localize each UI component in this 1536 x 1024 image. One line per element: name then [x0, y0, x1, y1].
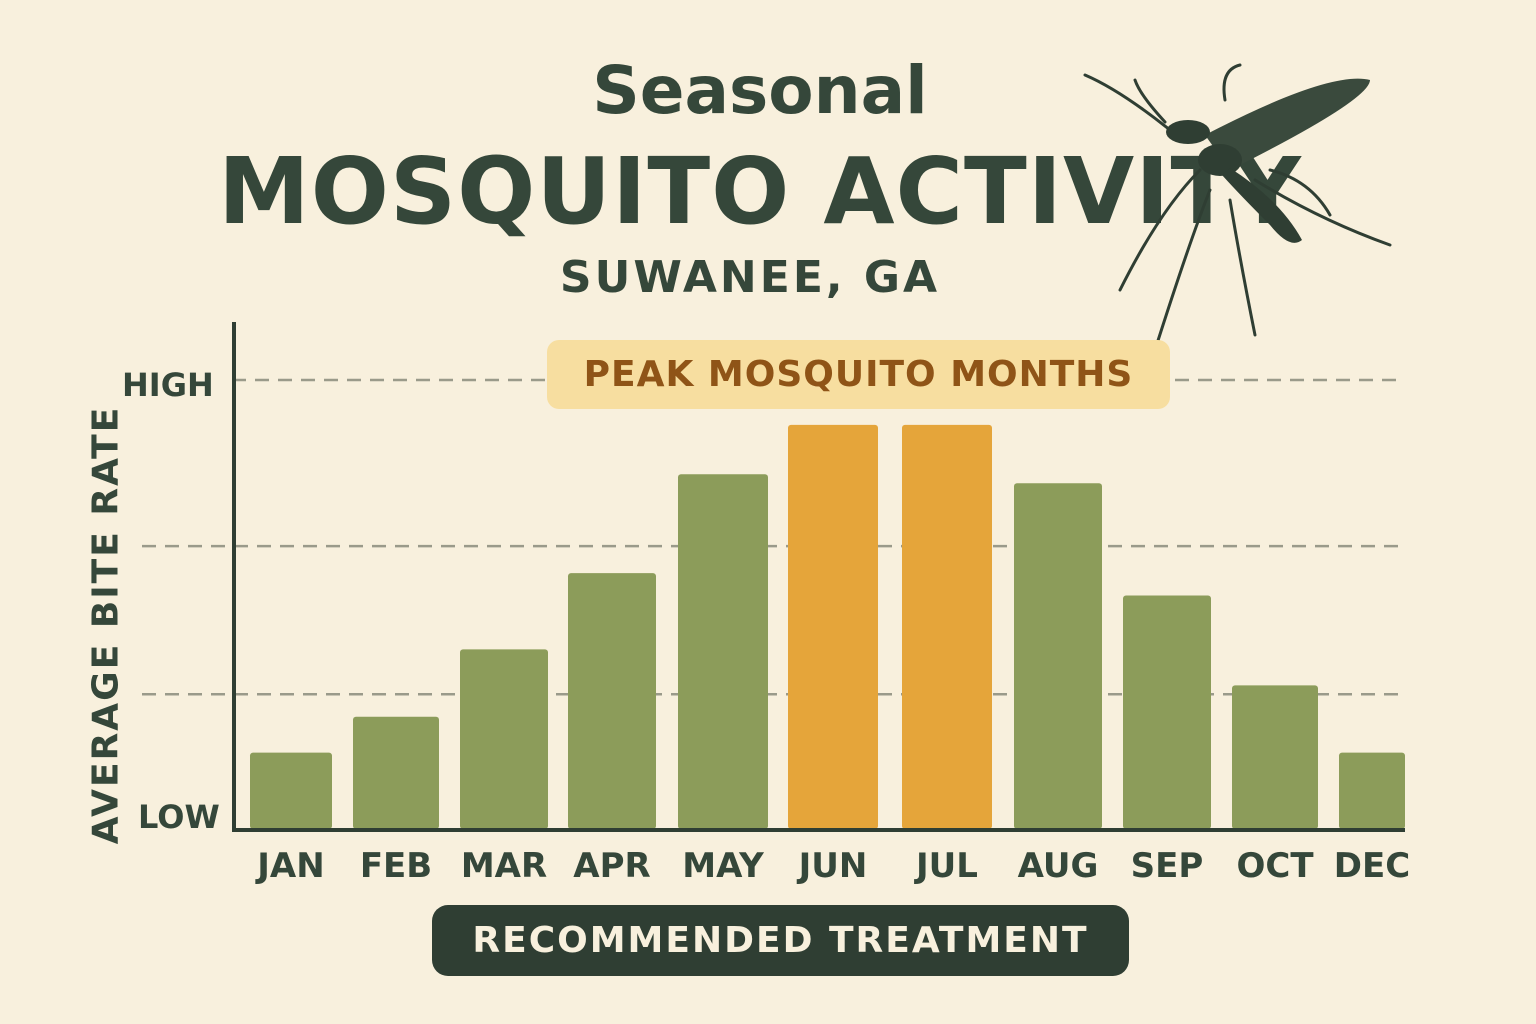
x-tick-may: MAY — [682, 846, 764, 886]
x-tick-oct: OCT — [1236, 846, 1314, 886]
bar-apr — [568, 573, 656, 829]
bar-sep — [1123, 595, 1211, 829]
y-tick-low: LOW — [138, 798, 220, 836]
x-tick-mar: MAR — [460, 846, 548, 886]
x-tick-dec: DEC — [1333, 846, 1411, 886]
y-tick-high: HIGH — [122, 366, 214, 404]
bar-feb — [353, 716, 439, 829]
chart-location: SUWANEE, GA — [559, 252, 941, 303]
bar-may — [678, 474, 768, 829]
bar-oct — [1232, 685, 1318, 829]
x-tick-apr: APR — [573, 846, 651, 886]
x-tick-jul: JUL — [916, 846, 978, 886]
chart-title: MOSQUITO ACTIVITY — [218, 138, 1302, 245]
bar-jan — [250, 752, 332, 829]
x-tick-feb: FEB — [359, 846, 433, 886]
mosquito-icon — [1083, 63, 1392, 350]
recommended-treatment-button[interactable]: RECOMMENDED TREATMENT — [432, 905, 1129, 976]
bar-jun — [788, 424, 878, 829]
chart-subtitle: Seasonal — [592, 52, 928, 129]
bar-mar — [460, 649, 548, 829]
x-tick-sep: SEP — [1130, 846, 1204, 886]
peak-months-badge: PEAK MOSQUITO MONTHS — [547, 340, 1170, 409]
x-tick-aug: AUG — [1017, 846, 1099, 886]
bar-jul — [902, 424, 992, 829]
bar-aug — [1014, 483, 1102, 829]
x-tick-jan: JAN — [257, 846, 325, 886]
x-tick-jun: JUN — [798, 846, 868, 886]
bar-dec — [1339, 752, 1405, 829]
